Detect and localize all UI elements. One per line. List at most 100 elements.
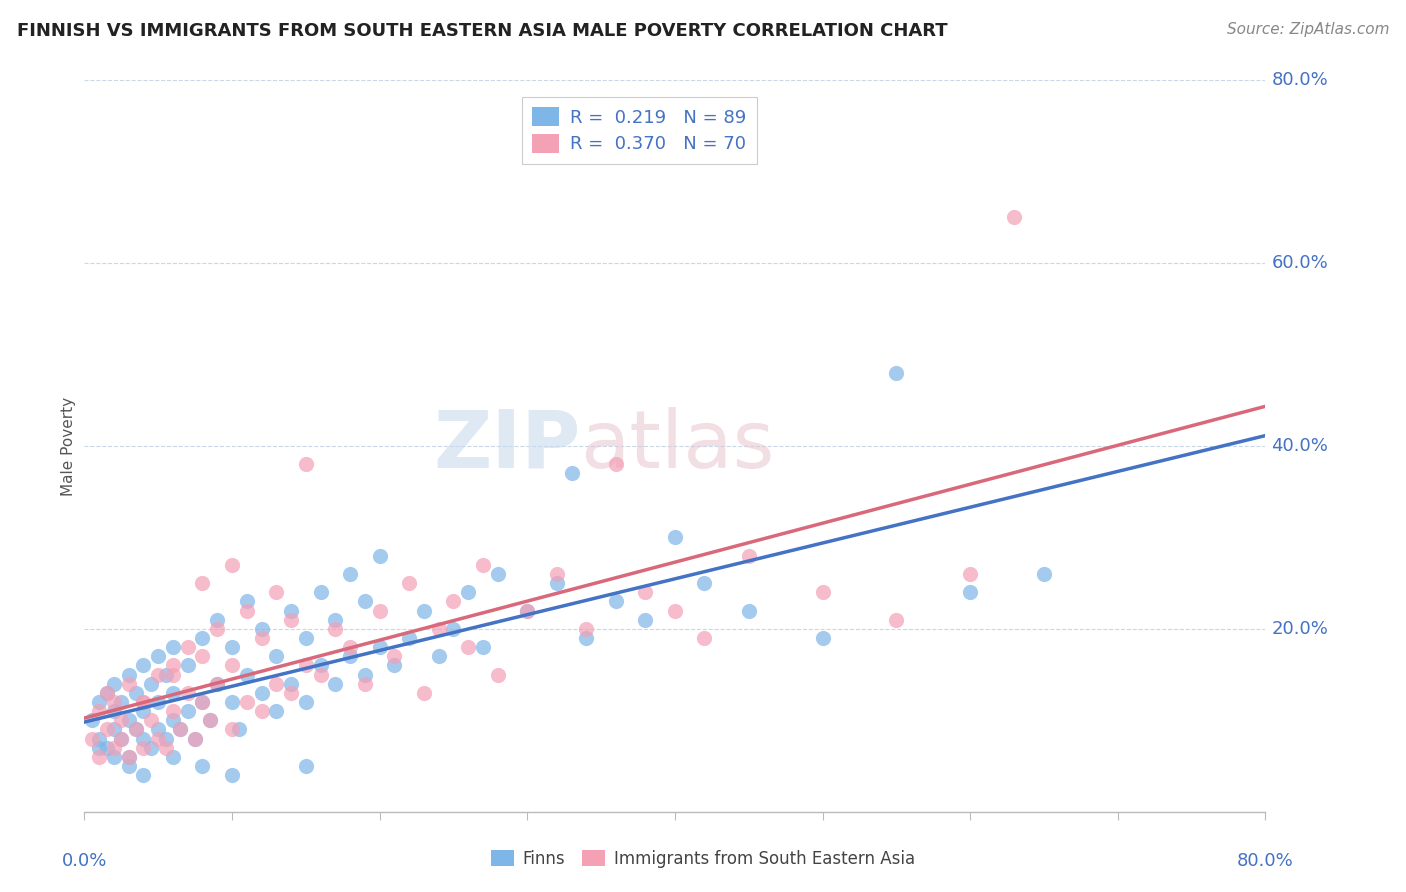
- Point: [325, 622, 347, 636]
- Point: [132, 768, 155, 782]
- Point: [546, 576, 568, 591]
- Point: [516, 603, 538, 617]
- Point: [125, 723, 148, 737]
- Point: [103, 704, 125, 718]
- Point: [443, 594, 465, 608]
- Point: [191, 631, 214, 645]
- Point: [184, 731, 207, 746]
- Point: [162, 714, 184, 728]
- Point: [664, 530, 686, 544]
- Point: [103, 676, 125, 690]
- Point: [155, 667, 177, 681]
- Point: [309, 658, 332, 673]
- Point: [886, 366, 908, 380]
- Point: [325, 613, 347, 627]
- Point: [738, 603, 761, 617]
- Point: [339, 567, 361, 582]
- Point: [221, 695, 243, 709]
- Point: [191, 576, 214, 591]
- Point: [132, 695, 155, 709]
- Point: [486, 667, 509, 681]
- Point: [886, 613, 908, 627]
- Point: [354, 667, 377, 681]
- Point: [280, 603, 302, 617]
- Point: [605, 594, 627, 608]
- Point: [472, 558, 495, 572]
- Point: [148, 667, 170, 681]
- Point: [162, 704, 184, 718]
- Point: [221, 723, 243, 737]
- Text: 80.0%: 80.0%: [1271, 71, 1329, 89]
- Point: [118, 759, 141, 773]
- Point: [427, 649, 450, 664]
- Point: [280, 676, 302, 690]
- Point: [87, 695, 111, 709]
- Point: [228, 723, 250, 737]
- Point: [207, 622, 229, 636]
- Point: [382, 649, 406, 664]
- Point: [162, 658, 184, 673]
- Text: 80.0%: 80.0%: [1237, 852, 1294, 870]
- Point: [155, 740, 177, 755]
- Point: [118, 749, 141, 764]
- Point: [266, 704, 288, 718]
- Point: [382, 658, 406, 673]
- Point: [516, 603, 538, 617]
- Point: [80, 714, 103, 728]
- Point: [191, 759, 214, 773]
- Point: [368, 640, 391, 655]
- Text: atlas: atlas: [581, 407, 775, 485]
- Point: [191, 695, 214, 709]
- Point: [162, 667, 184, 681]
- Point: [309, 667, 332, 681]
- Point: [177, 686, 200, 700]
- Text: ZIP: ZIP: [433, 407, 581, 485]
- Point: [413, 603, 436, 617]
- Point: [169, 723, 191, 737]
- Point: [103, 695, 125, 709]
- Point: [132, 731, 155, 746]
- Point: [177, 658, 200, 673]
- Point: [96, 686, 118, 700]
- Point: [155, 731, 177, 746]
- Point: [368, 549, 391, 563]
- Point: [309, 585, 332, 599]
- Point: [339, 649, 361, 664]
- Point: [162, 640, 184, 655]
- Point: [236, 603, 259, 617]
- Legend: R =  0.219   N = 89, R =  0.370   N = 70: R = 0.219 N = 89, R = 0.370 N = 70: [522, 96, 758, 164]
- Point: [339, 640, 361, 655]
- Point: [118, 667, 141, 681]
- Text: 60.0%: 60.0%: [1271, 254, 1329, 272]
- Point: [110, 695, 132, 709]
- Point: [443, 622, 465, 636]
- Point: [103, 740, 125, 755]
- Point: [118, 749, 141, 764]
- Point: [148, 731, 170, 746]
- Point: [139, 740, 162, 755]
- Point: [266, 585, 288, 599]
- Point: [103, 749, 125, 764]
- Text: 20.0%: 20.0%: [1271, 620, 1329, 638]
- Point: [221, 558, 243, 572]
- Point: [575, 631, 598, 645]
- Point: [207, 676, 229, 690]
- Point: [368, 603, 391, 617]
- Point: [207, 676, 229, 690]
- Point: [250, 686, 273, 700]
- Point: [148, 695, 170, 709]
- Point: [191, 695, 214, 709]
- Legend: Finns, Immigrants from South Eastern Asia: Finns, Immigrants from South Eastern Asi…: [485, 844, 921, 875]
- Point: [96, 723, 118, 737]
- Point: [295, 695, 318, 709]
- Point: [295, 631, 318, 645]
- Point: [191, 649, 214, 664]
- Point: [472, 640, 495, 655]
- Point: [605, 457, 627, 471]
- Point: [236, 594, 259, 608]
- Y-axis label: Male Poverty: Male Poverty: [60, 396, 76, 496]
- Point: [198, 714, 221, 728]
- Point: [1004, 211, 1026, 225]
- Point: [103, 723, 125, 737]
- Point: [177, 704, 200, 718]
